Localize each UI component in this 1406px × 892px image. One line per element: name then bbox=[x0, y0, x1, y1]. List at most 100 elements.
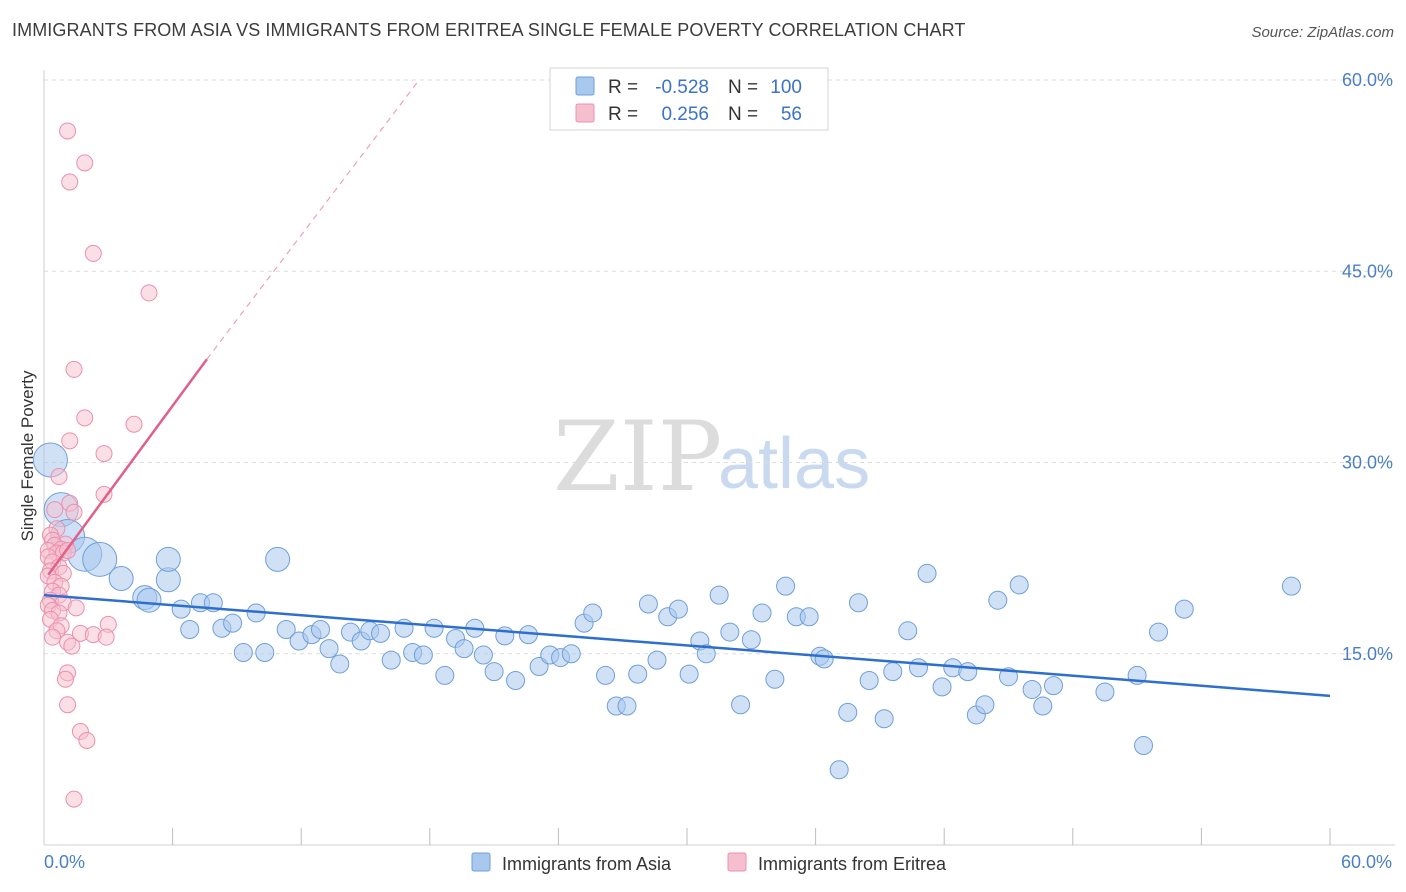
point-asia-76 bbox=[874, 709, 894, 729]
point-asia-60 bbox=[696, 644, 716, 664]
trendline-eritrea bbox=[47, 358, 208, 576]
bottom-legend-swatch-eritrea bbox=[727, 852, 747, 872]
point-eritrea-6 bbox=[76, 409, 94, 427]
point-eritrea-9 bbox=[95, 445, 113, 463]
point-eritrea-7 bbox=[125, 415, 143, 433]
point-eritrea-3 bbox=[84, 244, 102, 262]
point-eritrea-4 bbox=[140, 284, 158, 302]
y-tick-label-45: 45.0% bbox=[1342, 261, 1393, 281]
legend-eritrea-n-label: N = bbox=[728, 104, 758, 125]
point-eritrea-52 bbox=[56, 670, 74, 688]
point-asia-58 bbox=[679, 664, 699, 684]
legend-swatch-eritrea bbox=[575, 103, 595, 123]
gridlines bbox=[44, 79, 1395, 655]
point-eritrea-53 bbox=[59, 696, 77, 714]
point-asia-49 bbox=[583, 603, 603, 623]
trendline-eritrea-extension bbox=[206, 79, 420, 360]
point-eritrea-1 bbox=[76, 154, 94, 172]
point-asia-66 bbox=[765, 669, 785, 689]
point-asia-16 bbox=[233, 642, 253, 662]
point-asia-86 bbox=[988, 590, 1008, 610]
point-asia-20 bbox=[276, 620, 296, 640]
point-asia-9 bbox=[155, 546, 181, 572]
point-asia-73 bbox=[838, 702, 858, 722]
y-tick-label-15: 15.0% bbox=[1342, 644, 1393, 664]
point-asia-80 bbox=[917, 563, 937, 583]
point-asia-62 bbox=[720, 622, 740, 642]
point-asia-42 bbox=[506, 671, 526, 691]
point-asia-95 bbox=[1149, 622, 1169, 642]
point-asia-33 bbox=[413, 645, 433, 665]
trendlines bbox=[43, 79, 1331, 698]
point-eritrea-48 bbox=[44, 628, 62, 646]
point-asia-40 bbox=[484, 662, 504, 682]
point-eritrea-10 bbox=[50, 468, 68, 486]
legend-swatch-asia bbox=[575, 76, 595, 96]
point-asia-54 bbox=[638, 594, 658, 614]
point-eritrea-55 bbox=[78, 731, 96, 749]
point-eritrea-56 bbox=[65, 790, 83, 808]
legend-asia-n-label: N = bbox=[728, 77, 758, 98]
point-asia-15 bbox=[223, 613, 243, 633]
point-asia-47 bbox=[561, 644, 581, 664]
point-asia-81 bbox=[932, 677, 952, 697]
point-asia-5 bbox=[108, 566, 134, 592]
point-eritrea-47 bbox=[97, 628, 115, 646]
point-eritrea-13 bbox=[46, 501, 64, 519]
point-asia-92 bbox=[1095, 682, 1115, 702]
point-eritrea-5 bbox=[65, 360, 83, 378]
point-asia-25 bbox=[330, 654, 350, 674]
point-asia-57 bbox=[668, 599, 688, 619]
point-asia-7 bbox=[136, 587, 162, 613]
point-asia-10 bbox=[171, 599, 191, 619]
point-asia-24 bbox=[319, 639, 339, 659]
point-asia-88 bbox=[1009, 575, 1029, 595]
point-asia-79 bbox=[908, 658, 928, 678]
point-asia-85 bbox=[975, 695, 995, 715]
series-legend: Immigrants from Asia Immigrants from Eri… bbox=[471, 852, 947, 874]
y-axis-tick-labels: 15.0% 30.0% 45.0% 60.0% bbox=[1342, 70, 1393, 664]
point-eritrea-0 bbox=[59, 122, 77, 140]
point-eritrea-50 bbox=[63, 637, 81, 655]
source-credit: Source: ZipAtlas.com bbox=[1251, 24, 1394, 41]
point-eritrea-2 bbox=[61, 173, 79, 191]
point-asia-77 bbox=[883, 662, 903, 682]
y-axis-label: Single Female Poverty bbox=[18, 370, 37, 542]
y-tick-label-30: 30.0% bbox=[1342, 453, 1393, 473]
point-eritrea-11 bbox=[95, 485, 113, 503]
point-asia-69 bbox=[799, 607, 819, 627]
point-asia-19 bbox=[265, 546, 291, 572]
x-axis-ticks bbox=[172, 828, 1331, 845]
legend-asia-r-label: R = bbox=[608, 77, 638, 98]
point-asia-97 bbox=[1281, 576, 1301, 596]
point-asia-71 bbox=[814, 649, 834, 669]
point-asia-55 bbox=[647, 650, 667, 670]
point-asia-4 bbox=[82, 541, 118, 577]
point-asia-23 bbox=[310, 620, 330, 640]
chart-title: IMMIGRANTS FROM ASIA VS IMMIGRANTS FROM … bbox=[12, 20, 966, 40]
legend-asia-r-value: -0.528 bbox=[655, 77, 709, 98]
bottom-legend-eritrea: Immigrants from Eritrea bbox=[758, 854, 947, 874]
point-asia-75 bbox=[859, 671, 879, 691]
correlation-legend: R = -0.528 N = 100 R = 0.256 N = 56 bbox=[549, 67, 829, 131]
x-tick-label-max: 60.0% bbox=[1341, 852, 1392, 872]
point-asia-67 bbox=[776, 576, 796, 596]
watermark-atlas: atlas bbox=[718, 424, 870, 504]
point-asia-18 bbox=[255, 642, 275, 662]
point-asia-34 bbox=[424, 618, 444, 638]
legend-eritrea-n-value: 56 bbox=[781, 104, 802, 125]
point-asia-39 bbox=[473, 645, 493, 665]
point-asia-96 bbox=[1174, 599, 1194, 619]
point-asia-11 bbox=[180, 620, 200, 640]
point-eritrea-8 bbox=[61, 432, 79, 450]
point-asia-65 bbox=[752, 603, 772, 623]
point-asia-61 bbox=[709, 585, 729, 605]
legend-box bbox=[549, 67, 829, 131]
point-asia-35 bbox=[435, 665, 455, 685]
point-asia-50 bbox=[596, 665, 616, 685]
x-tick-label-min: 0.0% bbox=[44, 852, 85, 872]
point-eritrea-38 bbox=[67, 599, 85, 617]
point-asia-72 bbox=[829, 760, 849, 780]
legend-asia-n-value: 100 bbox=[770, 77, 802, 98]
